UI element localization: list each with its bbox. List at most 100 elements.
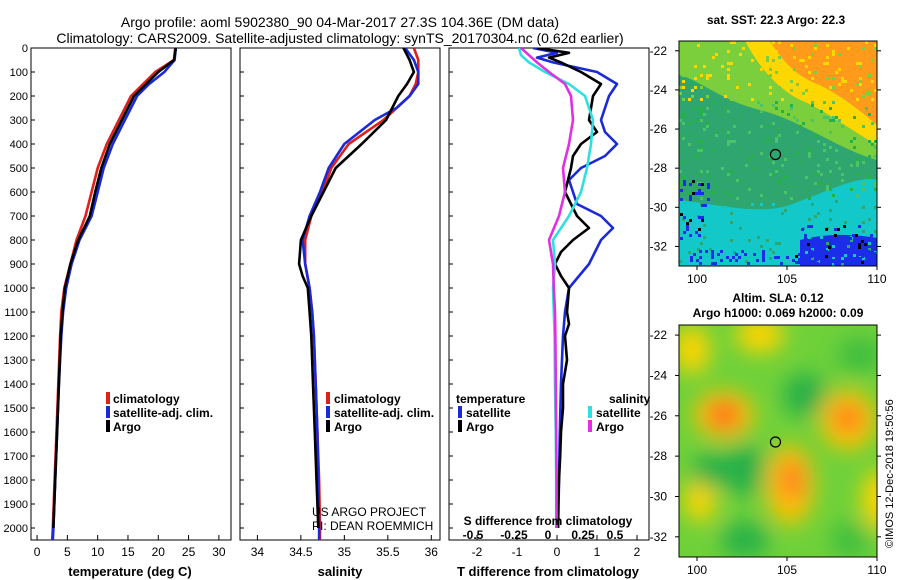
sst-pixel [700,149,703,152]
sst-pixel [769,140,772,143]
pi-credit: PI: DEAN ROEMMICH [312,519,433,533]
sst-pixel [793,212,796,215]
sst-pixel [814,71,817,74]
sst-pixel [787,113,790,116]
sla-field [679,325,877,557]
sst-pixel [847,245,850,248]
sst-pixel [790,245,793,248]
sst-pixel [808,203,811,206]
sst-pixel [856,221,859,224]
sst-pixel [683,180,686,183]
sst-pixel [802,122,805,125]
sst-pixel [703,245,706,248]
sst-pixel [858,246,861,249]
sst-pixel [798,253,801,256]
sst-pixel [698,216,701,219]
sst-pixel [825,237,828,240]
sst-pixel [689,183,692,186]
sst-pixel [826,158,829,161]
x-tick-label: 10 [91,545,105,559]
sst-pixel [727,251,730,254]
sst-pixel [823,143,826,146]
sst-pixel [697,173,700,176]
sst-pixel [844,80,847,83]
sst-pixel [778,263,781,266]
sst-pixel [832,116,835,119]
sst-pixel [679,170,682,173]
x-tick-label: 34 [251,545,265,559]
sst-pixel [829,107,832,110]
sst-pixel [865,41,868,44]
sst-pixel [778,242,781,245]
sst-pixel [715,233,718,236]
legend-swatch-t-argo [458,420,462,432]
sla-map [678,324,878,558]
sst-pixel [744,253,747,256]
temperature-legend: climatology satellite-adj. clim. Argo [106,392,213,434]
sst-pixel [727,140,730,143]
timestamp-credit: ©IMOS 12-Dec-2018 19:50:56 [884,399,896,548]
sst-pixel [694,56,697,59]
sst-pixel [730,239,733,242]
sst-pixel [828,253,831,256]
sst-pixel [817,170,820,173]
sst-pixel [804,237,807,240]
depth-tick-label: 700 [10,211,28,223]
sst-pixel [709,176,712,179]
sla-map-axes: 100 105 110 -22 -24 -26 -28 -30 -32 [650,328,887,577]
sst-pixel [853,116,856,119]
sst-pixel [829,170,832,173]
sst-pixel [778,182,781,185]
sst-pixel [695,231,698,234]
sst-pixel [814,173,817,176]
sst-pixel [721,167,724,170]
sst-pixel [691,47,694,50]
sst-pixel [781,170,784,173]
sst-pixel [693,253,696,256]
map-y-tick-label: -22 [650,328,668,342]
sst-pixel [838,53,841,56]
sst-pixel [856,164,859,167]
sst-pixel [846,259,849,262]
sst-pixel [780,262,783,265]
sst-pixel [834,234,837,237]
sst-pixel [772,218,775,221]
sst-pixel [762,256,765,259]
sst-pixel [868,74,871,77]
sst-pixel [709,191,712,194]
sst-pixel [706,74,709,77]
sst-pixel [838,167,841,170]
sst-pixel [832,50,835,53]
sst-pixel [698,183,701,186]
sst-pixel [841,77,844,80]
sst-pixel [729,259,732,262]
sst-pixel [856,158,859,161]
sst-pixel [867,258,870,261]
sst-pixel [688,191,691,194]
sst-pixel [784,209,787,212]
sst-pixel [778,227,781,230]
argo-location-marker [769,436,782,448]
sst-pixel [683,183,686,186]
sst-pixel [694,248,697,251]
sst-pixel [680,189,683,192]
map-x-tick-label: 100 [687,272,707,286]
sst-pixel [689,234,692,237]
sst-pixel [682,122,685,125]
sst-pixel [817,140,820,143]
sst-pixel [715,53,718,56]
sst-pixel [736,86,739,89]
sst-pixel [679,149,682,152]
sst-pixel [680,237,683,240]
sst-pixel [724,206,727,209]
sst-pixel [796,83,799,86]
sst-pixel [688,98,691,101]
sst-pixel [679,92,682,95]
sst-pixel [781,122,784,125]
sst-pixel [690,259,693,262]
sst-pixel [793,185,796,188]
sst-pixel [814,215,817,218]
sst-pixel [733,140,736,143]
sst-pixel [795,261,798,264]
sst-pixel [721,113,724,116]
